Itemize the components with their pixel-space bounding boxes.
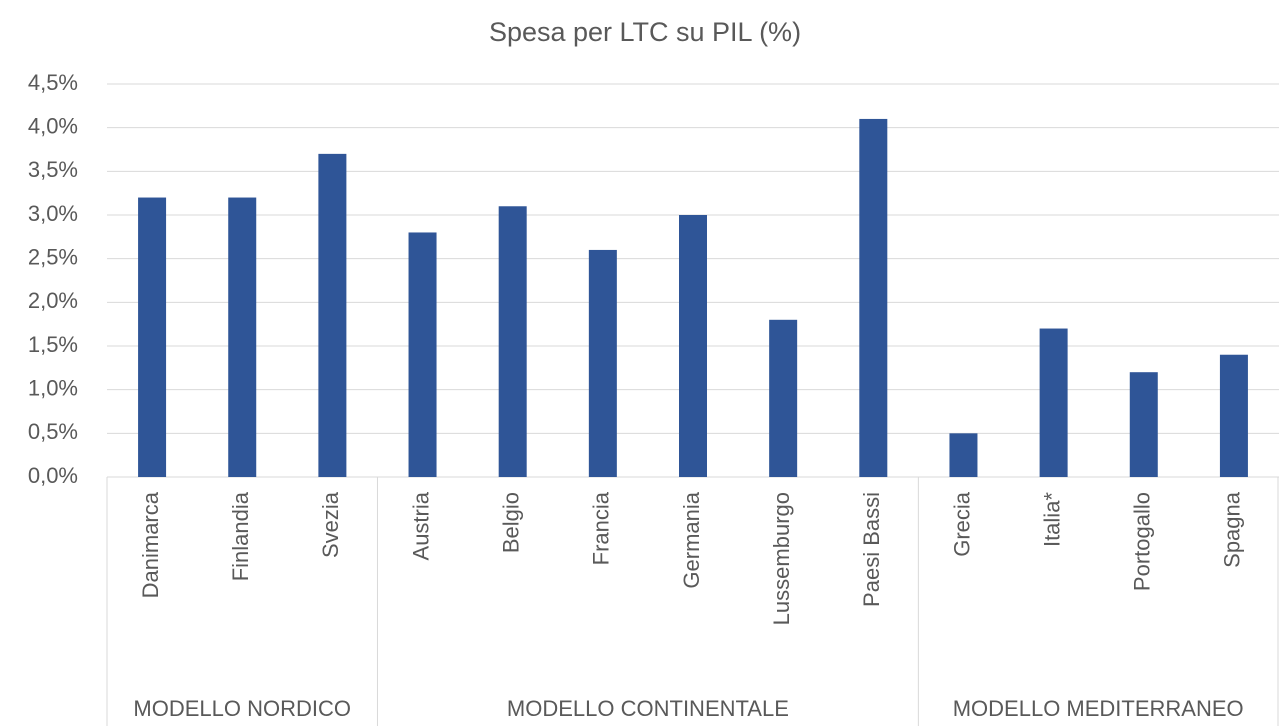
- y-tick-label: 0,5%: [28, 419, 78, 444]
- y-tick-label: 2,5%: [28, 244, 78, 269]
- x-tick-label: Belgio: [499, 492, 524, 553]
- x-tick-label: Paesi Bassi: [859, 492, 884, 607]
- x-tick-label: Grecia: [949, 491, 974, 557]
- bar: [859, 118, 888, 477]
- bar: [138, 197, 167, 478]
- chart-title: Spesa per LTC su PIL (%): [489, 17, 801, 47]
- x-tick-label: Svezia: [318, 491, 343, 558]
- bar: [1219, 354, 1248, 477]
- x-tick-label: Danimarca: [138, 491, 163, 598]
- y-tick-label: 3,5%: [28, 157, 78, 182]
- x-tick-label: Finlandia: [228, 491, 253, 581]
- group-label: MODELLO CONTINENTALE: [507, 696, 789, 721]
- bar: [228, 197, 257, 478]
- y-tick-label: 1,5%: [28, 332, 78, 357]
- group-label: MODELLO MEDITERRANEO: [953, 696, 1244, 721]
- y-tick-label: 4,5%: [28, 70, 78, 95]
- y-tick-label: 3,0%: [28, 201, 78, 226]
- x-tick-label: Italia*: [1039, 492, 1064, 547]
- bar: [949, 433, 978, 477]
- x-tick-label: Germania: [679, 491, 704, 588]
- bar: [498, 206, 527, 477]
- x-tick-label: Spagna: [1220, 491, 1245, 568]
- y-tick-label: 1,0%: [28, 375, 78, 400]
- bar: [1129, 372, 1158, 477]
- x-tick-label: Lussemburgo: [769, 492, 794, 625]
- bar: [1039, 328, 1068, 477]
- bar: [408, 232, 437, 477]
- bar: [588, 249, 617, 477]
- group-label: MODELLO NORDICO: [133, 696, 351, 721]
- bar: [318, 153, 347, 477]
- bar: [679, 215, 707, 477]
- x-tick-label: Portogallo: [1130, 492, 1155, 591]
- x-tick-label: Francia: [589, 491, 614, 565]
- y-tick-label: 4,0%: [28, 113, 78, 138]
- y-tick-label: 2,0%: [28, 288, 78, 313]
- y-tick-label: 0,0%: [28, 463, 78, 488]
- bar: [769, 319, 798, 477]
- x-tick-label: Austria: [408, 491, 433, 560]
